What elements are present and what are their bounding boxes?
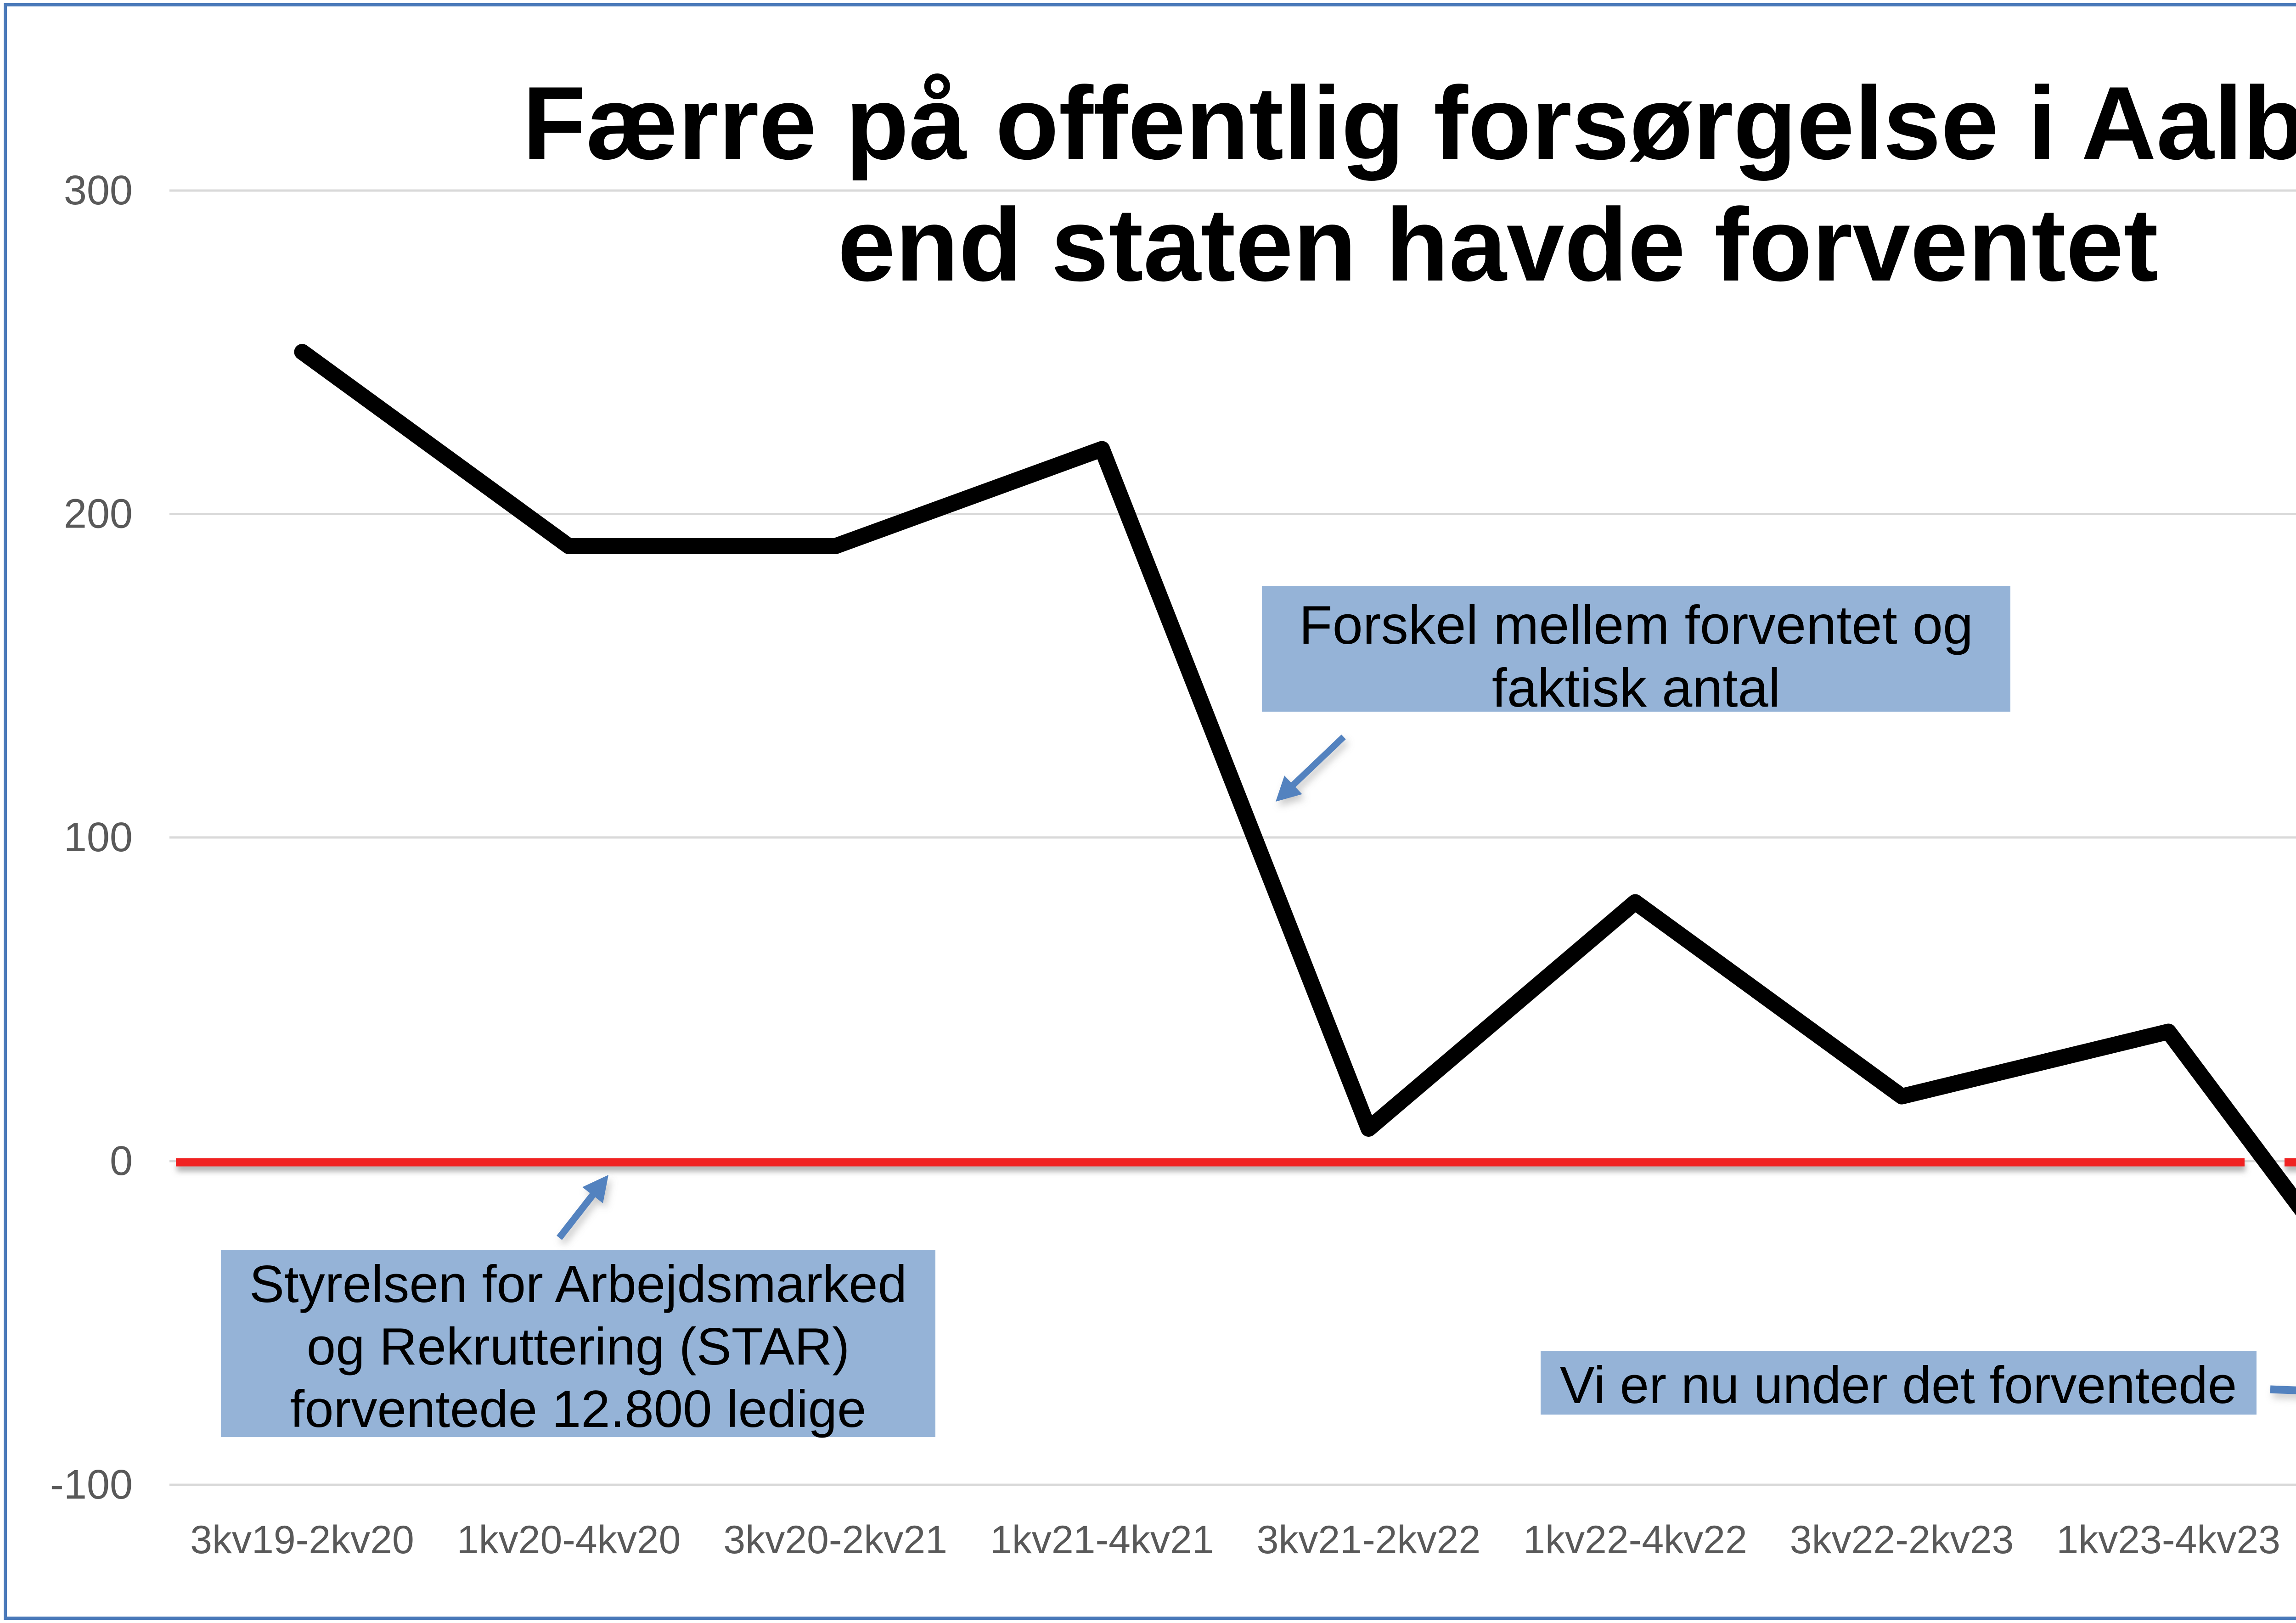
svg-text:300: 300 <box>64 168 133 213</box>
svg-text:faktisk antal: faktisk antal <box>1492 657 1780 719</box>
svg-text:3kv22-2kv23: 3kv22-2kv23 <box>1790 1518 2014 1562</box>
svg-text:3kv21-2kv22: 3kv21-2kv22 <box>1257 1518 1481 1562</box>
svg-text:1kv20-4kv20: 1kv20-4kv20 <box>457 1518 681 1562</box>
svg-text:3kv20-2kv21: 3kv20-2kv21 <box>723 1518 947 1562</box>
svg-text:end staten havde forventet: end staten havde forventet <box>838 186 2158 303</box>
svg-text:-100: -100 <box>50 1462 133 1508</box>
svg-text:Færre på offentlig forsørgelse: Færre på offentlig forsørgelse i Aalborg <box>523 65 2296 181</box>
svg-text:200: 200 <box>64 491 133 537</box>
svg-text:Vi er nu under det forventede: Vi er nu under det forventede <box>1560 1356 2237 1415</box>
svg-text:Styrelsen for Arbejdsmarked: Styrelsen for Arbejdsmarked <box>249 1255 907 1314</box>
svg-text:1kv22-4kv22: 1kv22-4kv22 <box>1523 1518 1747 1562</box>
svg-text:3kv19-2kv20: 3kv19-2kv20 <box>190 1518 414 1562</box>
svg-text:og Rekruttering (STAR): og Rekruttering (STAR) <box>307 1318 850 1376</box>
svg-text:forventede 12.800 ledige: forventede 12.800 ledige <box>290 1380 866 1438</box>
svg-text:100: 100 <box>64 814 133 860</box>
svg-text:1kv23-4kv23: 1kv23-4kv23 <box>2056 1518 2280 1562</box>
svg-text:1kv21-4kv21: 1kv21-4kv21 <box>990 1518 1214 1562</box>
svg-text:Forskel mellem forventet og: Forskel mellem forventet og <box>1299 595 1973 656</box>
svg-text:0: 0 <box>110 1138 133 1184</box>
